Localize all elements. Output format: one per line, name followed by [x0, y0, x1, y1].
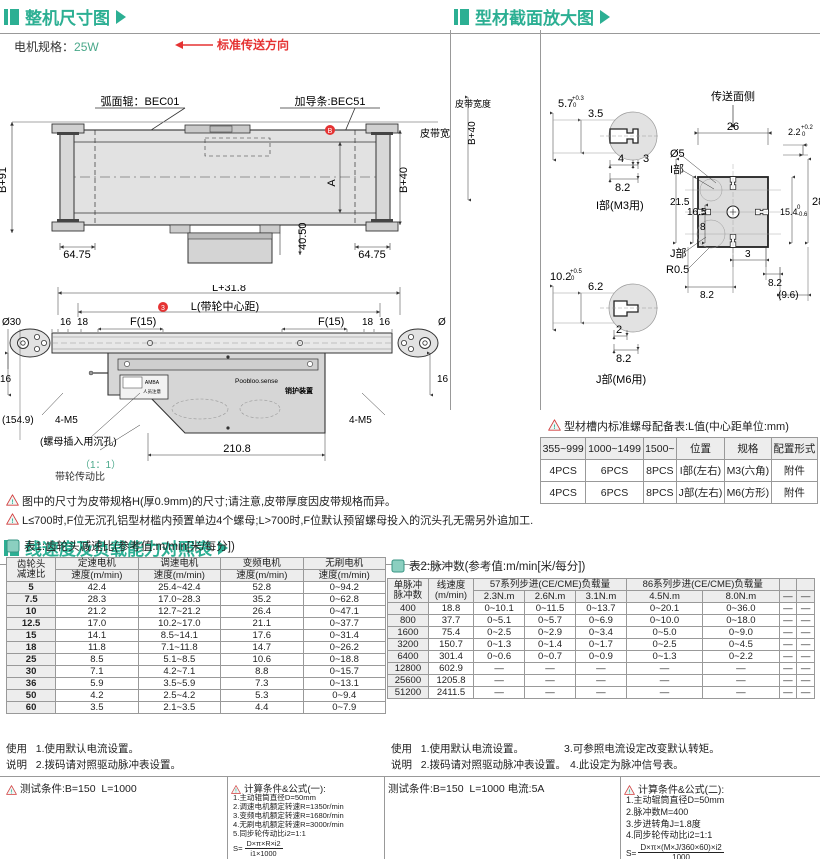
svg-text:R0.5: R0.5 — [666, 264, 689, 276]
svg-text:I部(M3用): I部(M3用) — [596, 198, 644, 212]
svg-text:16: 16 — [60, 317, 72, 328]
svg-text:40.50: 40.50 — [297, 222, 309, 250]
svg-text:!: ! — [11, 518, 13, 525]
svg-text:26: 26 — [727, 121, 739, 133]
svg-text:+0.2: +0.2 — [801, 125, 814, 131]
svg-text:64.75: 64.75 — [358, 249, 386, 261]
svg-text:Ø: Ø — [438, 317, 446, 328]
svg-text:Ø5: Ø5 — [670, 148, 685, 160]
svg-text:18: 18 — [77, 317, 89, 328]
svg-text:64.75: 64.75 — [63, 249, 91, 261]
svg-text:!: ! — [11, 499, 13, 506]
svg-text:A: A — [326, 179, 338, 187]
svg-text:6.2: 6.2 — [588, 281, 603, 293]
svg-text:Ø30: Ø30 — [2, 317, 21, 328]
svg-text:28: 28 — [812, 196, 820, 208]
svg-text:(154.9): (154.9) — [2, 415, 34, 426]
svg-text:I部: I部 — [670, 162, 684, 176]
svg-text:B+91: B+91 — [0, 167, 9, 193]
svg-text:3: 3 — [643, 153, 649, 165]
svg-text:+0.3: +0.3 — [572, 96, 585, 102]
svg-text:AMBA: AMBA — [145, 380, 160, 386]
svg-text:加导条:BEC51: 加导条:BEC51 — [295, 95, 366, 108]
svg-text:L+31.8: L+31.8 — [212, 285, 246, 294]
svg-text:3.5: 3.5 — [588, 108, 603, 120]
svg-text:F(15): F(15) — [318, 316, 344, 328]
svg-text:5.7: 5.7 — [558, 98, 573, 110]
svg-text:0: 0 — [802, 132, 806, 138]
svg-text:L(带轮中心距): L(带轮中心距) — [191, 299, 259, 313]
svg-text:J部: J部 — [670, 246, 687, 260]
svg-text:皮带宽度: 皮带宽度 — [455, 98, 491, 109]
svg-text:销护装置: 销护装置 — [284, 386, 313, 395]
svg-text:B+40: B+40 — [398, 167, 410, 193]
svg-text:传送面侧: 传送面侧 — [711, 89, 755, 103]
svg-text:!: ! — [11, 789, 13, 795]
svg-text:16: 16 — [379, 317, 391, 328]
svg-text:16.5: 16.5 — [687, 207, 707, 218]
svg-text:!: ! — [553, 424, 555, 431]
svg-text:3: 3 — [161, 305, 165, 312]
svg-text:+0.5: +0.5 — [570, 269, 583, 275]
svg-text:8.2: 8.2 — [700, 290, 714, 301]
svg-text:3: 3 — [745, 249, 751, 260]
svg-text:4-M5: 4-M5 — [349, 415, 372, 426]
svg-text:B+40: B+40 — [467, 121, 478, 145]
svg-text:10.2: 10.2 — [550, 271, 571, 283]
svg-text:8: 8 — [700, 222, 706, 233]
svg-text:!: ! — [629, 789, 631, 795]
svg-text:F(15): F(15) — [130, 316, 156, 328]
svg-text:B: B — [328, 128, 333, 135]
svg-text:16: 16 — [437, 374, 449, 385]
svg-text:(螺母插入用沉孔): (螺母插入用沉孔) — [40, 435, 117, 448]
svg-text:-0.6: -0.6 — [797, 212, 808, 218]
svg-text:弧面辊：BEC01: 弧面辊：BEC01 — [101, 95, 180, 108]
svg-text:18: 18 — [362, 317, 374, 328]
svg-text:(9.6): (9.6) — [778, 290, 799, 301]
svg-text:0: 0 — [797, 205, 801, 211]
svg-text:8.2: 8.2 — [616, 353, 631, 365]
svg-text:2: 2 — [616, 324, 622, 336]
svg-text:皮带宽度: 皮带宽度 — [420, 127, 450, 140]
svg-text:15.4: 15.4 — [780, 207, 798, 217]
svg-text:4: 4 — [618, 153, 624, 165]
svg-text:0: 0 — [573, 103, 577, 109]
svg-text:16: 16 — [0, 374, 12, 385]
svg-text:0: 0 — [571, 276, 575, 282]
svg-text:8.2: 8.2 — [615, 182, 630, 194]
svg-text:210.8: 210.8 — [223, 443, 251, 455]
svg-text:Poobloo.sense: Poobloo.sense — [235, 378, 278, 385]
svg-text:J部(M6用): J部(M6用) — [596, 372, 646, 386]
svg-text:人员注意: 人员注意 — [143, 388, 161, 395]
svg-text:4-M5: 4-M5 — [55, 415, 78, 426]
svg-text:2.2: 2.2 — [788, 127, 801, 137]
